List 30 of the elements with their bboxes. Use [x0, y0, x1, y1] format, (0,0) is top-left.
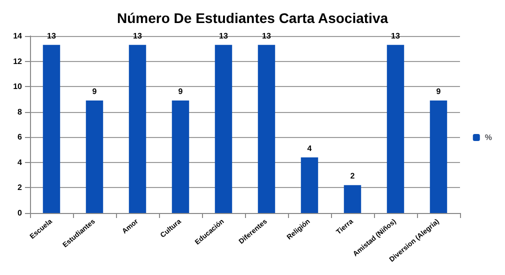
bar	[214, 44, 232, 213]
bar	[42, 44, 60, 213]
y-tick-label: 4	[18, 158, 23, 167]
y-tick-label: 14	[13, 32, 23, 40]
data-label: 4	[307, 144, 312, 153]
y-tick-label: 10	[13, 82, 23, 92]
bar	[300, 157, 318, 213]
y-tick-label: 0	[18, 208, 23, 218]
data-label: 13	[133, 31, 142, 40]
bar	[86, 100, 104, 213]
data-label: 9	[436, 86, 442, 96]
y-tick-label: 2	[18, 183, 23, 192]
legend-label: %	[484, 133, 492, 142]
data-label: 13	[391, 31, 400, 40]
data-label: 2	[350, 172, 356, 181]
data-label: 13	[219, 31, 228, 40]
data-label: 9	[92, 86, 98, 96]
bar	[258, 44, 276, 213]
y-tick-label: 6	[18, 132, 23, 142]
bar	[386, 44, 404, 213]
data-label: 13	[47, 31, 56, 40]
data-label: 13	[262, 31, 272, 40]
bar	[128, 44, 146, 213]
y-tick-label: 8	[18, 107, 23, 116]
bar	[344, 185, 362, 213]
data-label: 9	[178, 86, 184, 96]
chart-title: Número De Estudiantes Carta Asociativa	[116, 10, 388, 26]
y-tick-label: 12	[13, 56, 23, 66]
bar	[430, 100, 448, 213]
bar	[172, 100, 190, 213]
